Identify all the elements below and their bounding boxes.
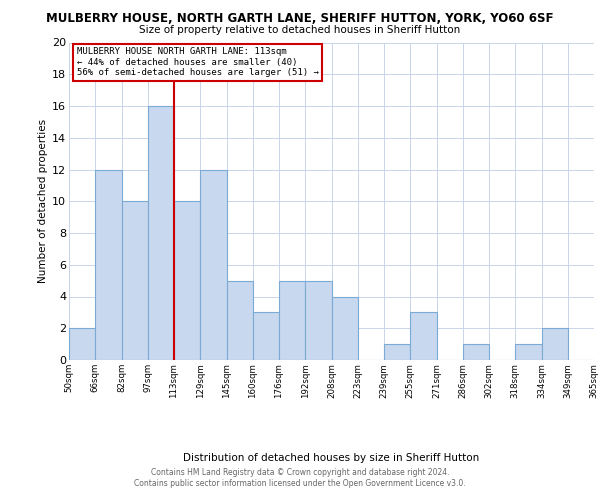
Text: MULBERRY HOUSE, NORTH GARTH LANE, SHERIFF HUTTON, YORK, YO60 6SF: MULBERRY HOUSE, NORTH GARTH LANE, SHERIF… [46,12,554,26]
Bar [279,280,305,360]
Text: Contains HM Land Registry data © Crown copyright and database right 2024.
Contai: Contains HM Land Registry data © Crown c… [134,468,466,487]
Bar [148,106,174,360]
Bar [95,170,121,360]
Bar [174,201,200,360]
Bar [515,344,542,360]
Bar [121,201,148,360]
Bar [410,312,437,360]
Text: Size of property relative to detached houses in Sheriff Hutton: Size of property relative to detached ho… [139,25,461,35]
Bar [305,280,331,360]
Y-axis label: Number of detached properties: Number of detached properties [38,119,48,284]
X-axis label: Distribution of detached houses by size in Sheriff Hutton: Distribution of detached houses by size … [184,453,479,463]
Bar [200,170,227,360]
Bar [542,328,568,360]
Text: MULBERRY HOUSE NORTH GARTH LANE: 113sqm
← 44% of detached houses are smaller (40: MULBERRY HOUSE NORTH GARTH LANE: 113sqm … [77,48,319,77]
Bar [463,344,489,360]
Bar [331,296,358,360]
Bar [69,328,95,360]
Bar [253,312,279,360]
Bar [384,344,410,360]
Bar [227,280,253,360]
